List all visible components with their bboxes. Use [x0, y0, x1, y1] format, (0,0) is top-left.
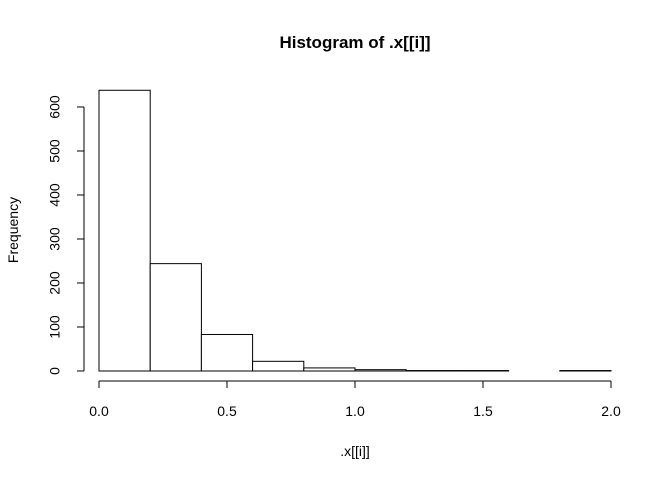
- y-tick-label: 500: [47, 139, 63, 163]
- x-tick-label: 2.0: [601, 403, 621, 419]
- bars-group: [99, 90, 611, 371]
- histogram-bar-2: [201, 334, 252, 371]
- histogram-bar-0: [99, 90, 150, 371]
- y-tick-label: 300: [47, 227, 63, 251]
- histogram-bar-5: [355, 370, 406, 371]
- histogram-bar-4: [304, 368, 355, 371]
- x-tick-label: 0.0: [89, 403, 109, 419]
- y-axis: 0 100 200 300 400 500 600: [47, 95, 84, 375]
- x-axis-label: .x[[i]]: [340, 443, 370, 459]
- y-tick-label: 100: [47, 315, 63, 339]
- y-axis-label: Frequency: [5, 197, 21, 263]
- y-tick-label: 600: [47, 95, 63, 119]
- chart-title: Histogram of .x[[i]]: [279, 33, 430, 52]
- x-tick-label: 0.5: [217, 403, 237, 419]
- x-tick-label: 1.0: [345, 403, 365, 419]
- y-tick-label: 0: [47, 367, 63, 375]
- y-tick-label: 400: [47, 183, 63, 207]
- histogram-bar-3: [253, 361, 304, 371]
- y-tick-label: 200: [47, 271, 63, 295]
- x-tick-label: 1.5: [473, 403, 493, 419]
- histogram-bar-1: [150, 264, 201, 371]
- x-axis: 0.0 0.5 1.0 1.5 2.0: [89, 381, 621, 419]
